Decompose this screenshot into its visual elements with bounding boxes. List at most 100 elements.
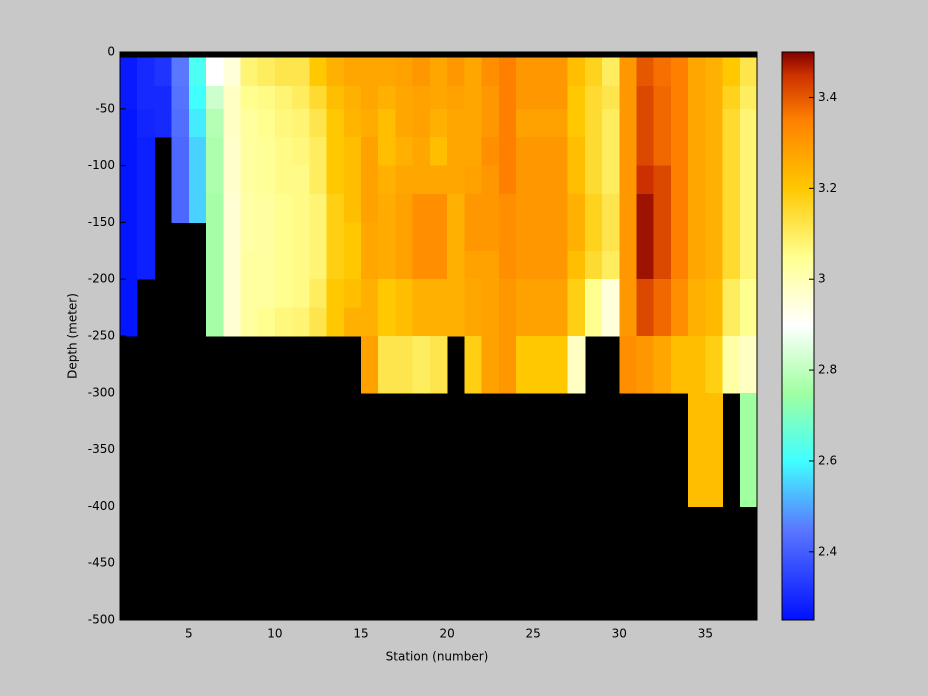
heatmap-cell bbox=[395, 108, 414, 138]
heatmap-cell bbox=[653, 307, 672, 337]
heatmap-cell bbox=[498, 57, 517, 87]
heatmap-cell bbox=[378, 307, 396, 337]
heatmap-cell bbox=[584, 108, 603, 138]
heatmap-cell bbox=[567, 137, 586, 167]
heatmap-cell bbox=[274, 222, 293, 252]
heatmap-cell bbox=[653, 222, 672, 252]
heatmap-cell bbox=[722, 279, 741, 309]
heatmap-cell bbox=[464, 86, 483, 110]
heatmap-cell bbox=[343, 279, 362, 309]
heatmap-cell bbox=[498, 279, 517, 309]
heatmap-cell bbox=[274, 279, 293, 309]
heatmap-cell bbox=[584, 86, 603, 110]
heatmap-cell bbox=[412, 137, 431, 167]
x-tick-label: 20 bbox=[439, 627, 454, 641]
heatmap-cell bbox=[120, 279, 138, 309]
heatmap-cell bbox=[636, 57, 655, 87]
heatmap-cell bbox=[619, 279, 637, 309]
heatmap-cell bbox=[739, 478, 758, 507]
heatmap-cell bbox=[171, 194, 190, 223]
heatmap-cell bbox=[343, 57, 362, 87]
heatmap-cell bbox=[120, 108, 138, 138]
heatmap-cell bbox=[257, 307, 276, 337]
heatmap-cell bbox=[533, 279, 551, 309]
heatmap-cell bbox=[498, 108, 517, 138]
heatmap-cell bbox=[240, 307, 259, 337]
heatmap-cell bbox=[705, 250, 724, 280]
colorbar-tick-label: 2.8 bbox=[818, 363, 837, 377]
heatmap-cell bbox=[378, 364, 396, 394]
heatmap-cell bbox=[343, 165, 362, 195]
heatmap-cell bbox=[722, 222, 741, 252]
heatmap-cell bbox=[429, 307, 448, 337]
heatmap-cell bbox=[688, 307, 706, 337]
heatmap-cell bbox=[739, 449, 758, 479]
heatmap-cell bbox=[171, 86, 190, 110]
heatmap-cell bbox=[602, 222, 620, 252]
heatmap-cell bbox=[688, 336, 706, 365]
heatmap-cell bbox=[533, 194, 551, 223]
heatmap-cell bbox=[705, 222, 724, 252]
heatmap-cell bbox=[378, 165, 396, 195]
heatmap-cell bbox=[171, 137, 190, 167]
heatmap-cell bbox=[240, 86, 259, 110]
heatmap-cell bbox=[274, 57, 293, 87]
heatmap-cell bbox=[171, 108, 190, 138]
heatmap-cell bbox=[584, 307, 603, 337]
heatmap-cell bbox=[619, 307, 637, 337]
heatmap-cell bbox=[326, 57, 345, 87]
heatmap-cell bbox=[292, 137, 310, 167]
heatmap-cell bbox=[257, 194, 276, 223]
heatmap-cell bbox=[120, 194, 138, 223]
heatmap-cell bbox=[378, 336, 396, 365]
heatmap-cell bbox=[550, 336, 569, 365]
heatmap-cell bbox=[395, 57, 414, 87]
heatmap-cell bbox=[395, 364, 414, 394]
heatmap-cell bbox=[688, 57, 706, 87]
heatmap-cell bbox=[739, 392, 758, 422]
heatmap-cell bbox=[171, 57, 190, 87]
heatmap-cell bbox=[378, 137, 396, 167]
heatmap-cell bbox=[412, 307, 431, 337]
heatmap-cell bbox=[498, 250, 517, 280]
heatmap-cell bbox=[653, 194, 672, 223]
heatmap-cell bbox=[274, 194, 293, 223]
heatmap-cell bbox=[447, 250, 465, 280]
heatmap-cell bbox=[602, 194, 620, 223]
heatmap-cell bbox=[739, 250, 758, 280]
heatmap-cell bbox=[670, 307, 689, 337]
heatmap-cell bbox=[274, 137, 293, 167]
heatmap-cell bbox=[361, 279, 379, 309]
heatmap-cell bbox=[343, 108, 362, 138]
heatmap-cell bbox=[395, 279, 414, 309]
heatmap-cell bbox=[257, 108, 276, 138]
heatmap-cell bbox=[619, 222, 637, 252]
heatmap-cell bbox=[602, 307, 620, 337]
heatmap-cell bbox=[498, 86, 517, 110]
heatmap-cell bbox=[688, 279, 706, 309]
y-tick-label: -50 bbox=[95, 101, 115, 115]
heatmap-cell bbox=[705, 194, 724, 223]
heatmap-cell bbox=[636, 194, 655, 223]
heatmap-cell bbox=[533, 307, 551, 337]
heatmap-cell bbox=[602, 86, 620, 110]
heatmap-cell bbox=[274, 165, 293, 195]
heatmap-cell bbox=[154, 108, 173, 138]
heatmap-cell bbox=[326, 222, 345, 252]
heatmap-cell bbox=[326, 194, 345, 223]
heatmap-cell bbox=[206, 307, 224, 337]
heatmap-cell bbox=[688, 222, 706, 252]
heatmap-cell bbox=[361, 57, 379, 87]
heatmap-cell bbox=[481, 307, 500, 337]
heatmap-cell bbox=[361, 307, 379, 337]
heatmap-cell bbox=[274, 108, 293, 138]
heatmap-cell bbox=[550, 108, 569, 138]
heatmap-cell bbox=[739, 279, 758, 309]
heatmap-cell bbox=[137, 57, 155, 87]
heatmap-cell bbox=[584, 165, 603, 195]
heatmap-cell bbox=[223, 165, 242, 195]
heatmap-cell bbox=[498, 194, 517, 223]
heatmap-cell bbox=[550, 57, 569, 87]
heatmap-cell bbox=[567, 364, 586, 394]
heatmap-cell bbox=[688, 194, 706, 223]
